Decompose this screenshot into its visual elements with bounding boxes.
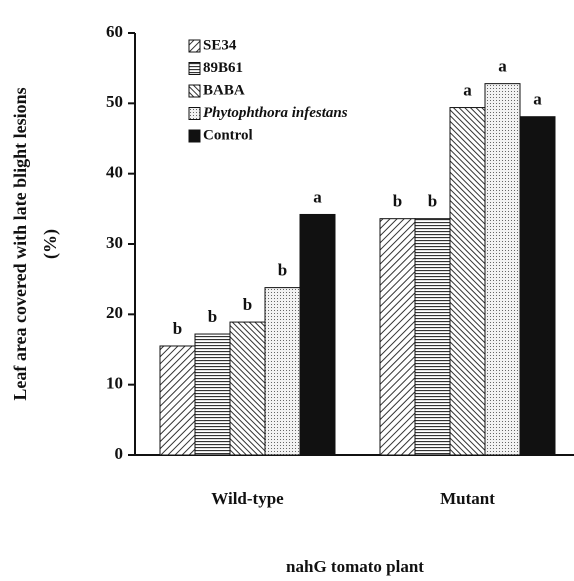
legend-swatch	[188, 129, 201, 143]
significance-label: a	[463, 80, 472, 99]
y-tick-label: 10	[106, 374, 123, 393]
x-tick-label: Wild-type	[211, 489, 284, 508]
y-tick-label: 60	[106, 22, 123, 41]
bar	[229, 321, 266, 456]
y-axis-label-line: (%)	[40, 229, 61, 259]
x-tick-label: Mutant	[440, 489, 495, 508]
significance-label: b	[428, 192, 437, 211]
y-axis-label: Leaf area covered with late blight lesio…	[10, 87, 61, 400]
legend-swatch	[188, 62, 201, 75]
significance-label: b	[278, 261, 287, 280]
bar	[299, 213, 336, 456]
bar	[414, 218, 451, 456]
significance-label: b	[173, 319, 182, 338]
legend-label: Control	[203, 127, 253, 143]
significance-label: b	[393, 192, 402, 211]
x-axis-label: nahG tomato plant	[286, 557, 424, 576]
legend-swatch	[188, 84, 201, 98]
legend-swatch	[188, 107, 201, 120]
bar	[484, 83, 521, 456]
legend-label: 89B61	[203, 60, 243, 76]
y-tick-label: 40	[106, 163, 123, 182]
bar	[264, 287, 301, 456]
y-tick-label: 50	[106, 92, 123, 111]
significance-label: a	[498, 57, 507, 76]
y-tick-label: 30	[106, 233, 123, 252]
y-tick-label: 0	[115, 444, 124, 463]
y-tick-label: 20	[106, 303, 123, 322]
significance-label: b	[208, 307, 217, 326]
legend-label: Phytophthora infestans	[203, 105, 348, 121]
significance-label: a	[313, 187, 322, 206]
legend-label: BABA	[203, 82, 245, 98]
bar	[519, 116, 556, 456]
significance-label: a	[533, 90, 542, 109]
legend-swatch	[188, 39, 201, 53]
significance-label: b	[243, 295, 252, 314]
bar	[449, 107, 486, 456]
bar	[194, 333, 231, 456]
bar	[379, 218, 416, 456]
legend-label: SE34	[203, 37, 237, 53]
bar	[159, 345, 196, 456]
y-axis-label-line: Leaf area covered with late blight lesio…	[10, 87, 30, 400]
